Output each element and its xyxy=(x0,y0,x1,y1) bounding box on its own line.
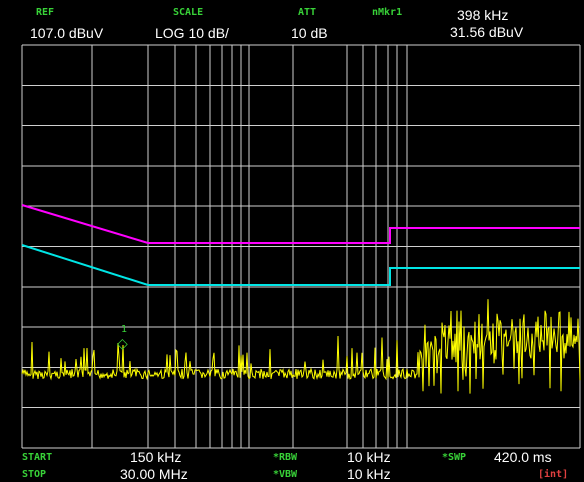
limit-line-average xyxy=(21,244,580,286)
vbw-label: *VBW xyxy=(273,469,298,480)
graticule xyxy=(21,44,581,449)
scale-value: LOG 10 dB/ xyxy=(155,25,229,41)
vbw-value: 10 kHz xyxy=(347,466,391,482)
stop-label: STOP xyxy=(22,469,47,480)
limit-line-quasi-peak xyxy=(21,204,580,244)
rbw-label: *RBW xyxy=(273,452,298,463)
marker-frequency: 398 kHz xyxy=(457,7,509,23)
start-value: 150 kHz xyxy=(130,449,182,465)
int-indicator: [int] xyxy=(538,469,569,480)
att-label: ATT xyxy=(298,7,317,18)
marker-number: 1 xyxy=(121,324,127,335)
rbw-value: 10 kHz xyxy=(347,449,391,465)
start-label: START xyxy=(22,452,53,463)
att-value: 10 dB xyxy=(291,25,328,41)
spectrum-trace xyxy=(21,299,581,394)
marker-diamond-icon: ◇ xyxy=(117,336,128,352)
marker-1[interactable]: 1 ◇ xyxy=(117,324,128,352)
marker-level: 31.56 dBuV xyxy=(450,24,524,40)
stop-value: 30.00 MHz xyxy=(120,466,188,482)
ref-value: 107.0 dBuV xyxy=(30,25,104,41)
scale-label: SCALE xyxy=(173,7,204,18)
sweep-label: *SWP xyxy=(442,452,467,463)
marker-label: nMkr1 xyxy=(372,7,403,18)
ref-label: REF xyxy=(36,7,55,18)
sweep-value: 420.0 ms xyxy=(494,449,552,465)
